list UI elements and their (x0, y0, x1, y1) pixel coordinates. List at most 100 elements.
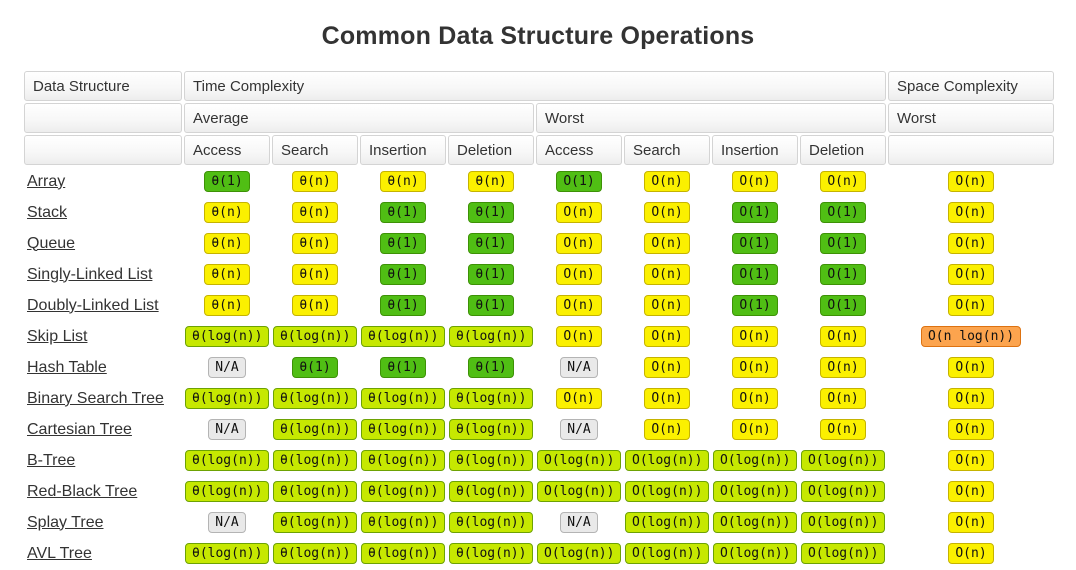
complexity-badge: O(log(n)) (801, 450, 886, 471)
complexity-cell: θ(n) (272, 291, 358, 320)
data-structure-cell: Hash Table (24, 353, 182, 382)
table-body: Array θ(1) θ(n) θ(n) θ(n) O(1) O(n) O(n) O(n) O(n… (24, 167, 1054, 568)
table-row: B-Tree θ(log(n)) θ(log(n)) θ(log(n)) θ(log(n… (24, 446, 1054, 475)
complexity-cell: θ(log(n)) (272, 477, 358, 506)
data-structure-cell: Stack (24, 198, 182, 227)
complexity-badge: θ(log(n)) (273, 388, 358, 409)
complexity-cell: O(log(n)) (624, 477, 710, 506)
complexity-cell: O(n) (888, 198, 1054, 227)
complexity-badge: θ(1) (380, 357, 426, 378)
data-structure-link[interactable]: Singly-Linked List (27, 265, 153, 283)
complexity-cell: θ(n) (448, 167, 534, 196)
complexity-badge: O(n) (820, 357, 866, 378)
complexity-badge: θ(1) (380, 233, 426, 254)
data-structure-link[interactable]: Cartesian Tree (27, 420, 132, 438)
complexity-badge: O(n) (948, 171, 994, 192)
complexity-badge: O(n) (644, 419, 690, 440)
complexity-cell: O(n) (536, 229, 622, 258)
complexity-cell: O(n) (800, 384, 886, 413)
complexity-cell: O(log(n)) (800, 477, 886, 506)
complexity-cell: θ(1) (448, 260, 534, 289)
data-structure-cell: Red-Black Tree (24, 477, 182, 506)
complexity-cell: O(log(n)) (624, 539, 710, 568)
complexity-badge: θ(log(n)) (449, 450, 534, 471)
complexity-cell: N/A (536, 415, 622, 444)
complexity-cell: θ(n) (184, 229, 270, 258)
header-op-worst-deletion: Deletion (800, 135, 887, 165)
complexity-cell: θ(log(n)) (184, 446, 270, 475)
complexity-badge: θ(log(n)) (449, 481, 534, 502)
header-op-avg-deletion: Deletion (448, 135, 534, 165)
data-structure-link[interactable]: Hash Table (27, 358, 107, 376)
data-structure-link[interactable]: Array (27, 172, 66, 190)
complexity-badge: N/A (208, 419, 246, 440)
data-structure-link[interactable]: B-Tree (27, 451, 76, 469)
complexity-cell: θ(log(n)) (360, 322, 446, 351)
header-time-complexity: Time Complexity (184, 71, 887, 101)
complexity-cell: θ(log(n)) (448, 477, 534, 506)
data-structure-link[interactable]: AVL Tree (27, 544, 92, 562)
data-structure-link[interactable]: Red-Black Tree (27, 482, 138, 500)
complexity-badge: N/A (560, 512, 598, 533)
complexity-cell: N/A (184, 353, 270, 382)
data-structure-link[interactable]: Doubly-Linked List (27, 296, 159, 314)
complexity-cell: O(log(n)) (624, 508, 710, 537)
operations-table: Data Structure Time Complexity Space Com… (22, 69, 1056, 570)
complexity-cell: O(n log(n)) (888, 322, 1054, 351)
complexity-cell: θ(1) (360, 353, 446, 382)
complexity-cell: O(n) (624, 291, 710, 320)
complexity-cell: O(n) (888, 384, 1054, 413)
page-title: Common Data Structure Operations (321, 22, 755, 50)
complexity-badge: θ(log(n)) (361, 481, 446, 502)
complexity-badge: O(n) (556, 202, 602, 223)
complexity-cell: O(n) (536, 291, 622, 320)
data-structure-link[interactable]: Splay Tree (27, 513, 104, 531)
complexity-cell: O(log(n)) (800, 446, 886, 475)
data-structure-cell: Skip List (24, 322, 182, 351)
table-row: Binary Search Tree θ(log(n)) θ(log(n)) θ(lo… (24, 384, 1054, 413)
header-op-avg-insertion: Insertion (360, 135, 446, 165)
complexity-cell: θ(1) (360, 229, 446, 258)
data-structure-link[interactable]: Skip List (27, 327, 88, 345)
complexity-badge: O(log(n)) (625, 512, 710, 533)
data-structure-link[interactable]: Queue (27, 234, 76, 252)
complexity-cell: O(n) (536, 384, 622, 413)
complexity-badge: O(1) (820, 295, 866, 316)
complexity-badge: O(n) (732, 419, 778, 440)
data-structure-link[interactable]: Binary Search Tree (27, 389, 164, 407)
complexity-badge: O(n) (556, 233, 602, 254)
complexity-badge: θ(1) (468, 233, 514, 254)
complexity-cell: θ(log(n)) (448, 415, 534, 444)
complexity-cell: θ(log(n)) (272, 384, 358, 413)
complexity-badge: O(n) (556, 264, 602, 285)
table-row: Splay Tree N/A θ(log(n)) θ(log(n)) θ(log(n))… (24, 508, 1054, 537)
complexity-cell: θ(n) (184, 198, 270, 227)
data-structure-cell: Cartesian Tree (24, 415, 182, 444)
complexity-badge: θ(log(n)) (449, 512, 534, 533)
complexity-cell: θ(n) (272, 198, 358, 227)
complexity-badge: N/A (560, 357, 598, 378)
complexity-badge: O(log(n)) (713, 512, 798, 533)
complexity-cell: θ(n) (272, 260, 358, 289)
complexity-cell: O(1) (800, 229, 886, 258)
complexity-badge: O(n) (644, 388, 690, 409)
complexity-badge: O(n) (948, 233, 994, 254)
complexity-cell: O(n) (624, 198, 710, 227)
table-row: Stack θ(n) θ(n) θ(1) θ(1) O(n) O(n) O(1) O(1) O(n… (24, 198, 1054, 227)
complexity-cell: θ(1) (360, 260, 446, 289)
complexity-badge: O(n) (644, 202, 690, 223)
complexity-badge: O(n) (948, 295, 994, 316)
data-structure-link[interactable]: Stack (27, 203, 68, 221)
complexity-cell: O(1) (712, 198, 798, 227)
complexity-badge: O(log(n)) (801, 481, 886, 502)
complexity-cell: O(1) (800, 291, 886, 320)
complexity-badge: O(log(n)) (537, 450, 622, 471)
table-row: AVL Tree θ(log(n)) θ(log(n)) θ(log(n)) θ(log… (24, 539, 1054, 568)
complexity-cell: O(n) (800, 322, 886, 351)
complexity-cell: O(n) (888, 415, 1054, 444)
complexity-badge: O(n) (948, 481, 994, 502)
complexity-badge: θ(1) (380, 202, 426, 223)
complexity-badge: O(n) (820, 171, 866, 192)
complexity-badge: N/A (560, 419, 598, 440)
complexity-badge: θ(log(n)) (449, 326, 534, 347)
